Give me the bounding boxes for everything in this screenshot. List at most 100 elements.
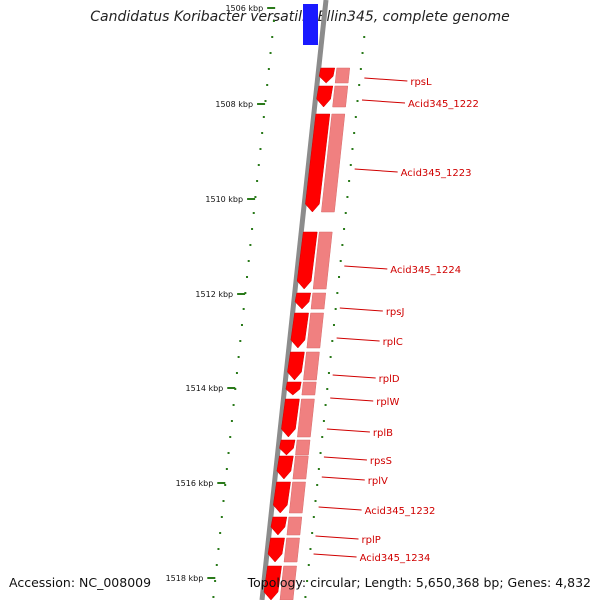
kbp-ticks: 1506 kbp 1508 kbp 1510 kbp 1512 kbp 1514 kbp… <box>166 4 276 583</box>
ring-dot <box>215 564 218 566</box>
ring-dot <box>363 36 366 38</box>
gene-label: rplP <box>361 535 380 546</box>
ring-dot <box>338 276 341 278</box>
ring-dot <box>266 84 269 86</box>
ring-dot <box>235 372 238 374</box>
gene-band <box>332 85 349 108</box>
gene-arrow <box>316 85 334 108</box>
ring-dot <box>212 596 215 598</box>
kbp-tick-label: 1516 kbp <box>176 479 214 488</box>
gene-band <box>310 292 327 310</box>
ring-dot <box>214 580 217 582</box>
ring-dot <box>247 260 250 262</box>
gene-arrow <box>281 398 300 438</box>
gene-band <box>312 231 333 290</box>
ring-dot <box>358 84 361 86</box>
gene-label: rplV <box>368 476 388 487</box>
ring-dot <box>341 244 344 246</box>
gene-label: rpsJ <box>386 307 405 318</box>
kbp-tick-label: 1506 kbp <box>225 4 263 13</box>
gene-band <box>321 113 346 213</box>
ring-dot <box>336 292 339 294</box>
ring-dot <box>339 260 342 262</box>
ring-dot <box>332 324 335 326</box>
gene-label: Acid345_1224 <box>390 265 461 276</box>
gene-arrow <box>272 481 291 514</box>
gene-labels: rpsL Acid345_1222 Acid345_1223 Acid345_1224… <box>313 77 479 564</box>
ring-dot <box>217 548 220 550</box>
gene-leader-line <box>361 99 406 104</box>
gene-arrow <box>290 312 309 349</box>
upstream-gene-block <box>303 4 318 45</box>
ring-dot <box>272 20 275 22</box>
ring-dot <box>346 196 349 198</box>
gene-leader-line <box>326 428 370 433</box>
ring-dot <box>304 596 307 598</box>
gene-band <box>297 398 315 438</box>
ring-dot <box>242 308 245 310</box>
map-title: Candidatus Koribacter versatilis Ellin34… <box>90 9 510 25</box>
ring-dot <box>259 148 262 150</box>
gene-leader-line <box>344 265 388 270</box>
ring-dot <box>251 228 254 230</box>
gene-arrow <box>296 231 318 290</box>
ring-dot <box>244 292 247 294</box>
gene-label: rplW <box>376 397 399 408</box>
ring-dot <box>249 244 252 246</box>
ring-dot <box>232 404 235 406</box>
gene-label: Acid345_1223 <box>401 168 472 179</box>
kbp-tick-label: 1512 kbp <box>195 290 233 299</box>
ring-dot <box>353 132 356 134</box>
gene-band <box>303 351 320 381</box>
ring-dot <box>256 180 259 182</box>
gene-arrow <box>294 292 312 310</box>
kbp-tick-label: 1518 kbp <box>166 574 204 583</box>
gene-band <box>292 455 309 480</box>
gene-arrow <box>279 439 296 456</box>
genome-backbone <box>259 0 329 600</box>
gene-leader-line <box>318 506 362 511</box>
gene-leader-line <box>315 535 359 540</box>
gene-arrow <box>318 67 336 84</box>
ring-dot <box>321 436 324 438</box>
ring-dot <box>227 452 230 454</box>
gene-leader-line <box>323 456 367 461</box>
gene-arrows <box>263 67 336 600</box>
gene-label: rpsL <box>410 77 432 88</box>
gene-arrow <box>270 516 288 536</box>
gene-leader-line <box>321 476 365 481</box>
ring-dot <box>306 580 309 582</box>
gene-arrow <box>267 537 285 563</box>
ring-dot <box>331 340 334 342</box>
ring-dot <box>329 356 332 358</box>
outer-dotted-ring <box>212 20 275 598</box>
kbp-tick-label: 1508 kbp <box>215 100 253 109</box>
ring-dot <box>344 212 347 214</box>
ring-dot <box>361 52 364 54</box>
ring-dot <box>324 404 327 406</box>
inner-dotted-ring <box>304 36 366 598</box>
ring-dot <box>354 116 357 118</box>
ring-dot <box>356 100 359 102</box>
ring-dot <box>230 420 233 422</box>
ring-dot <box>246 276 249 278</box>
ring-dot <box>322 420 325 422</box>
gene-arrow <box>287 351 305 381</box>
ring-dot <box>239 340 242 342</box>
gene-label: Acid345_1234 <box>360 553 431 564</box>
gene-band <box>301 381 317 396</box>
gene-band <box>306 312 324 349</box>
ring-dot <box>349 164 352 166</box>
gene-label: rplD <box>379 374 400 385</box>
ring-dot <box>229 436 232 438</box>
gene-arrow <box>305 113 331 213</box>
ring-dot <box>319 452 322 454</box>
gene-label: rpsS <box>370 456 392 467</box>
ring-dot <box>314 500 317 502</box>
gene-band <box>288 481 306 514</box>
gene-label: Acid345_1222 <box>408 99 479 110</box>
ring-dot <box>269 52 272 54</box>
gene-leader-line <box>332 374 376 379</box>
ring-dot <box>327 372 330 374</box>
